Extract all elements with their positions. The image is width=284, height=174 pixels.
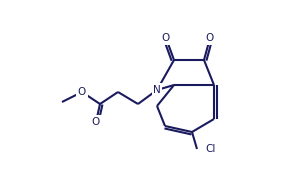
Text: O: O bbox=[206, 33, 214, 43]
Text: O: O bbox=[162, 33, 170, 43]
Text: O: O bbox=[78, 87, 86, 97]
Text: Cl: Cl bbox=[205, 144, 215, 154]
Text: O: O bbox=[92, 117, 100, 127]
Text: N: N bbox=[153, 85, 161, 95]
